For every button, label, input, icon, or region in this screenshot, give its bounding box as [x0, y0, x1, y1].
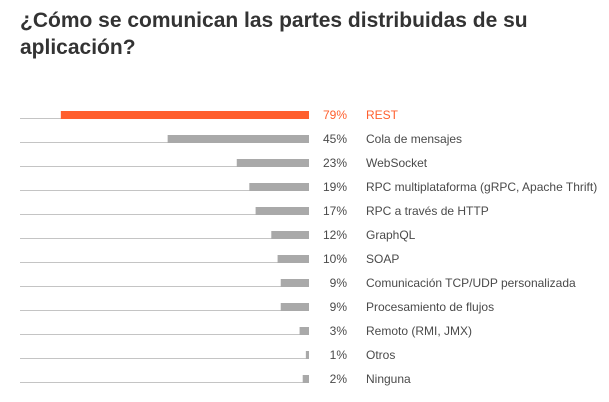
category-label: SOAP: [366, 252, 399, 266]
value-label: 23%: [323, 156, 347, 170]
category-label: REST: [366, 108, 399, 122]
value-label: 1%: [330, 348, 348, 362]
value-label: 19%: [323, 180, 347, 194]
value-label: 12%: [323, 228, 347, 242]
value-label: 2%: [330, 372, 348, 386]
bar: [167, 135, 309, 143]
bar: [280, 303, 309, 311]
value-label: 10%: [323, 252, 347, 266]
category-label: Remoto (RMI, JMX): [366, 324, 472, 338]
bar: [60, 111, 309, 119]
category-label: RPC multiplataforma (gRPC, Apache Thrift…: [366, 180, 597, 194]
bar: [299, 327, 309, 335]
bar: [305, 351, 309, 359]
value-label: 9%: [330, 300, 348, 314]
category-label: GraphQL: [366, 228, 416, 242]
bar: [255, 207, 309, 215]
value-label: 45%: [323, 132, 347, 146]
bar: [236, 159, 309, 167]
bar: [280, 279, 309, 287]
bar: [302, 375, 309, 383]
category-label: Cola de mensajes: [366, 132, 462, 146]
category-label: Ninguna: [366, 372, 411, 386]
bar: [249, 183, 309, 191]
value-label: 79%: [323, 108, 347, 122]
category-label: Procesamiento de flujos: [366, 300, 494, 314]
category-label: Comunicación TCP/UDP personalizada: [366, 276, 576, 290]
value-label: 17%: [323, 204, 347, 218]
bar: [277, 255, 309, 263]
category-label: Otros: [366, 348, 395, 362]
value-label: 9%: [330, 276, 348, 290]
category-label: RPC a través de HTTP: [366, 204, 489, 218]
chart-title: ¿Cómo se comunican las partes distribuid…: [20, 9, 528, 59]
category-label: WebSocket: [366, 156, 428, 170]
value-label: 3%: [330, 324, 348, 338]
bar: [271, 231, 309, 239]
